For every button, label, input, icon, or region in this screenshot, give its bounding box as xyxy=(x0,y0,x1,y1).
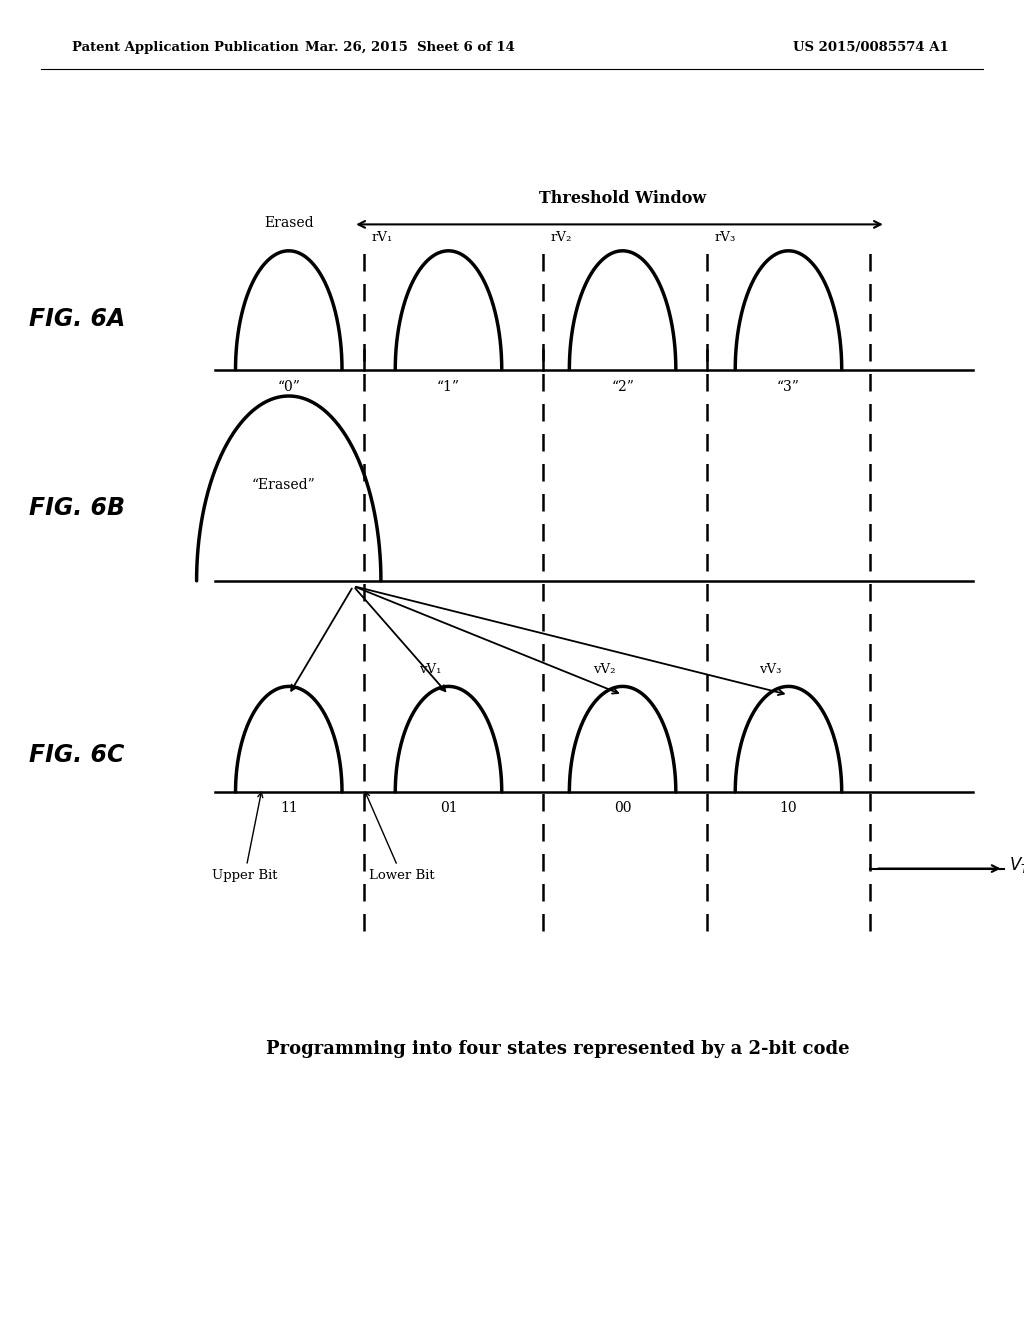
Text: vV₂: vV₂ xyxy=(593,663,615,676)
Text: rV₁: rV₁ xyxy=(372,231,393,244)
Text: Lower Bit: Lower Bit xyxy=(365,792,434,882)
Text: “Erased”: “Erased” xyxy=(252,478,315,492)
Text: vV₁: vV₁ xyxy=(419,663,441,676)
Text: FIG. 6B: FIG. 6B xyxy=(29,496,125,520)
Text: Mar. 26, 2015  Sheet 6 of 14: Mar. 26, 2015 Sheet 6 of 14 xyxy=(305,41,514,54)
Text: Programming into four states represented by a 2-bit code: Programming into four states represented… xyxy=(266,1040,850,1059)
Text: rV₃: rV₃ xyxy=(715,231,736,244)
Text: 10: 10 xyxy=(779,801,798,816)
Text: Threshold Window: Threshold Window xyxy=(539,190,706,207)
Text: Upper Bit: Upper Bit xyxy=(212,792,278,882)
Text: FIG. 6A: FIG. 6A xyxy=(29,308,125,331)
Text: FIG. 6C: FIG. 6C xyxy=(29,743,125,767)
Text: vV₃: vV₃ xyxy=(759,663,781,676)
Text: “3”: “3” xyxy=(777,380,800,395)
Text: $V_{TH}$: $V_{TH}$ xyxy=(1009,854,1024,875)
Text: “0”: “0” xyxy=(278,380,300,395)
Text: “1”: “1” xyxy=(437,380,460,395)
Text: rV₂: rV₂ xyxy=(551,231,572,244)
Text: “2”: “2” xyxy=(611,380,634,395)
Text: 01: 01 xyxy=(439,801,458,816)
Text: Patent Application Publication: Patent Application Publication xyxy=(72,41,298,54)
Text: US 2015/0085574 A1: US 2015/0085574 A1 xyxy=(793,41,948,54)
Text: 11: 11 xyxy=(280,801,298,816)
Text: 00: 00 xyxy=(613,801,632,816)
Text: Erased: Erased xyxy=(264,215,313,230)
